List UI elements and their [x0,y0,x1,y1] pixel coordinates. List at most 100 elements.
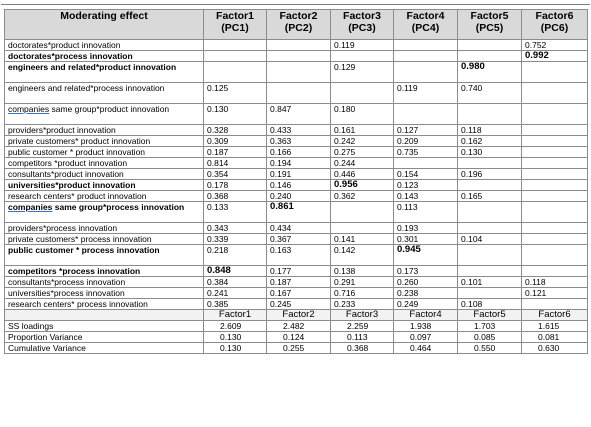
summary-row: SS loadings 2.609 2.482 2.259 1.938 1.703 1.61… [4,320,588,332]
loading-cell: 0.166 [266,146,331,158]
loading-cell: 0.752 [521,39,588,51]
summary-cell: 0.255 [266,342,331,354]
row-label-text: same group*product innovation [51,104,170,115]
loading-cell: 0.385 [203,298,267,310]
row-label: private customers* process innovation [4,233,204,245]
row-label-text: doctorates*process innovation [8,51,133,61]
loading-cell: 0.433 [266,124,331,136]
loading-cell [266,82,331,104]
row-label-text: public customer * process innovation [8,245,160,256]
loading-cell: 0.992 [521,50,588,62]
loading-cell [457,201,522,223]
summary-cell: 0.464 [393,342,458,354]
loading-cell [393,61,458,83]
loading-cell [393,50,458,62]
table-row: engineers and related*process innovation… [4,82,588,104]
loading-cell [266,50,331,62]
subheader-factor-3: Factor3 [330,309,394,321]
row-label-underlined-word: companies [8,104,50,115]
loading-cell: 0.119 [330,39,394,51]
subheader-factor-1: Factor1 [203,309,267,321]
loading-cell: 0.191 [266,168,331,180]
loading-cell [330,82,394,104]
loading-cell [457,244,522,266]
summary-cell: 0.368 [330,342,394,354]
loading-cell: 0.165 [457,190,522,202]
loading-cell [457,287,522,299]
loading-cell: 0.848 [203,265,267,277]
summary-cell: 0.130 [203,342,267,354]
loading-cell [521,244,588,266]
loading-cell [393,157,458,169]
top-rule [1,4,590,5]
summary-cell: 0.630 [521,342,588,354]
row-label: public customer * process innovation [4,244,204,266]
loading-cell [457,39,522,51]
loading-cell: 0.178 [203,179,267,191]
summary-label: Proportion Variance [4,331,204,343]
row-label-text: research centers* product innovation [8,191,147,201]
loading-cell: 0.177 [266,265,331,277]
row-label: research centers* product innovation [4,190,204,202]
factor-loadings-table: Moderating effect Factor1 (PC1) Factor2 (P… [4,9,588,354]
loading-cell [521,103,588,125]
loading-cell [330,50,394,62]
row-label: companies same group*process innovation [4,201,204,223]
row-label-text: same group*process innovation [54,202,185,213]
loading-cell [457,103,522,125]
row-label-text: universities*process innovation [8,288,125,298]
loading-cell: 0.233 [330,298,394,310]
loading-cell: 0.173 [393,265,458,277]
row-label: providers*product innovation [4,124,204,136]
loading-cell [521,222,588,234]
loading-cell: 0.180 [330,103,394,125]
row-label: competitors *process innovation [4,265,204,277]
table-row: companies same group*product innovation 0… [4,103,588,125]
loading-cell: 0.218 [203,244,267,266]
loading-cell [457,157,522,169]
summary-cell: 0.085 [457,331,522,343]
loading-cell [457,222,522,234]
loading-cell: 0.814 [203,157,267,169]
row-label: doctorates*product innovation [4,39,204,51]
loading-cell [521,298,588,310]
loading-cell [266,61,331,83]
row-label: universities*product innovation [4,179,204,191]
loading-cell: 0.368 [203,190,267,202]
header-row: Moderating effect Factor1 (PC1) Factor2 (P… [4,9,588,40]
loading-cell: 0.113 [393,201,458,223]
summary-cell: 1.615 [521,320,588,332]
row-label: engineers and related*product innovation [4,61,204,83]
table-row: companies same group*process innovation 0… [4,201,588,223]
table-row: public customer * product innovation 0.18… [4,146,588,158]
loading-cell: 0.163 [266,244,331,266]
table-row: universities*process innovation 0.241 0.16… [4,287,588,299]
loading-cell: 0.301 [393,233,458,245]
summary-cell: 0.130 [203,331,267,343]
row-label: companies same group*product innovation [4,103,204,125]
column-header-factor-5: Factor5 (PC5) [457,9,522,40]
loading-cell: 0.162 [457,135,522,147]
loading-cell: 0.118 [457,124,522,136]
loading-cell [521,179,588,191]
loading-cell: 0.980 [457,61,522,83]
table-row: providers*process innovation 0.343 0.434 0.… [4,222,588,234]
loading-cell: 0.138 [330,265,394,277]
summary-cell: 0.550 [457,342,522,354]
loading-cell [521,168,588,180]
loading-cell: 0.384 [203,276,267,288]
summary-cell: 0.097 [393,331,458,343]
summary-cell: 1.938 [393,320,458,332]
subheader-factor-4: Factor4 [393,309,458,321]
loading-cell: 0.141 [330,233,394,245]
loading-cell: 0.362 [330,190,394,202]
loading-cell [521,146,588,158]
loading-cell: 0.245 [266,298,331,310]
table-row: universities*product innovation 0.178 0.14… [4,179,588,191]
row-label-text: providers*process innovation [8,223,118,233]
subheader-factor-2: Factor2 [266,309,331,321]
summary-cell: 0.081 [521,331,588,343]
loading-cell: 0.187 [203,146,267,158]
loading-cell: 0.238 [393,287,458,299]
column-header-factor-1: Factor1 (PC1) [203,9,267,40]
